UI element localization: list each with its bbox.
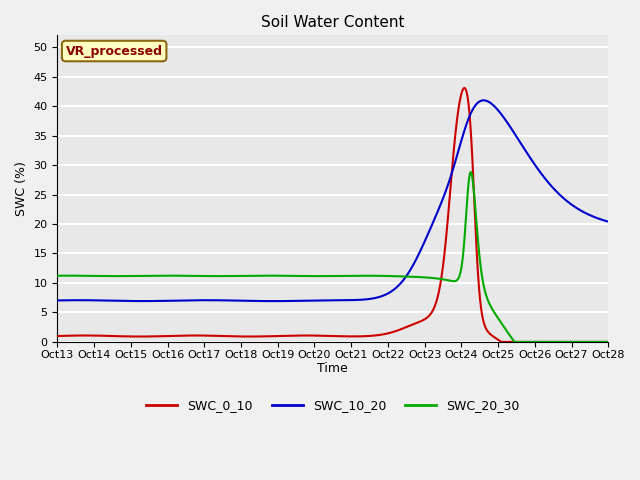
X-axis label: Time: Time	[317, 362, 348, 375]
Legend: SWC_0_10, SWC_10_20, SWC_20_30: SWC_0_10, SWC_10_20, SWC_20_30	[141, 394, 525, 417]
Y-axis label: SWC (%): SWC (%)	[15, 161, 28, 216]
Title: Soil Water Content: Soil Water Content	[261, 15, 404, 30]
Text: VR_processed: VR_processed	[66, 45, 163, 58]
